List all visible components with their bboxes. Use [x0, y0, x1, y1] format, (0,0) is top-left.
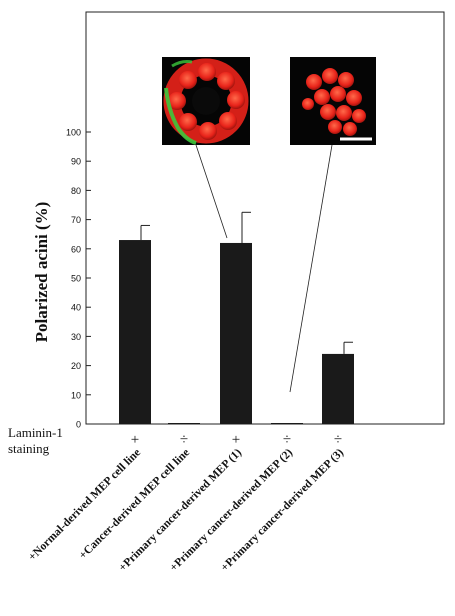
y-tick-label: 20 — [71, 361, 81, 371]
inset-leader-line-2 — [289, 144, 333, 393]
category-label: +Cancer-derived MEP cell line — [77, 447, 192, 562]
laminin-row-label-line1: Laminin-1 — [8, 425, 63, 440]
y-tick-label: 60 — [71, 244, 81, 254]
bar — [322, 353, 354, 424]
y-tick-label: 0 — [76, 420, 81, 430]
laminin-staining-row: + ÷ + ÷ ÷ — [131, 432, 342, 448]
y-tick-label: 90 — [71, 157, 81, 167]
bar — [220, 242, 252, 424]
y-axis-ticks: 0 10 20 30 40 50 60 70 80 90 100 — [66, 128, 91, 430]
bar — [168, 423, 200, 424]
laminin-row-label-line2: staining — [8, 441, 50, 456]
y-tick-label: 40 — [71, 303, 81, 313]
laminin-staining-symbol: + — [131, 432, 139, 448]
y-tick-label: 100 — [66, 128, 81, 138]
error-bars — [140, 211, 353, 354]
y-tick-label: 50 — [71, 274, 81, 284]
laminin-staining-symbol: + — [232, 432, 240, 448]
laminin-staining-symbol: ÷ — [334, 432, 342, 448]
y-tick-label: 80 — [71, 186, 81, 196]
y-tick-label: 10 — [71, 390, 81, 400]
micrograph-polarized-acinus — [162, 57, 250, 145]
bar — [119, 240, 151, 424]
y-tick-label: 70 — [71, 215, 81, 225]
bar — [271, 423, 303, 424]
inset-leader-line-1 — [195, 144, 228, 239]
micrograph-nonpolarized-acinus — [290, 57, 376, 145]
y-axis-title: Polarized acini (%) — [32, 202, 51, 343]
x-axis-labels: +Normal-derived MEP cell line+Cancer-der… — [26, 447, 346, 574]
y-tick-label: 30 — [71, 332, 81, 342]
bars — [119, 240, 354, 424]
laminin-staining-symbol: ÷ — [180, 432, 188, 448]
plot-frame — [85, 11, 445, 425]
laminin-staining-symbol: ÷ — [283, 432, 291, 448]
